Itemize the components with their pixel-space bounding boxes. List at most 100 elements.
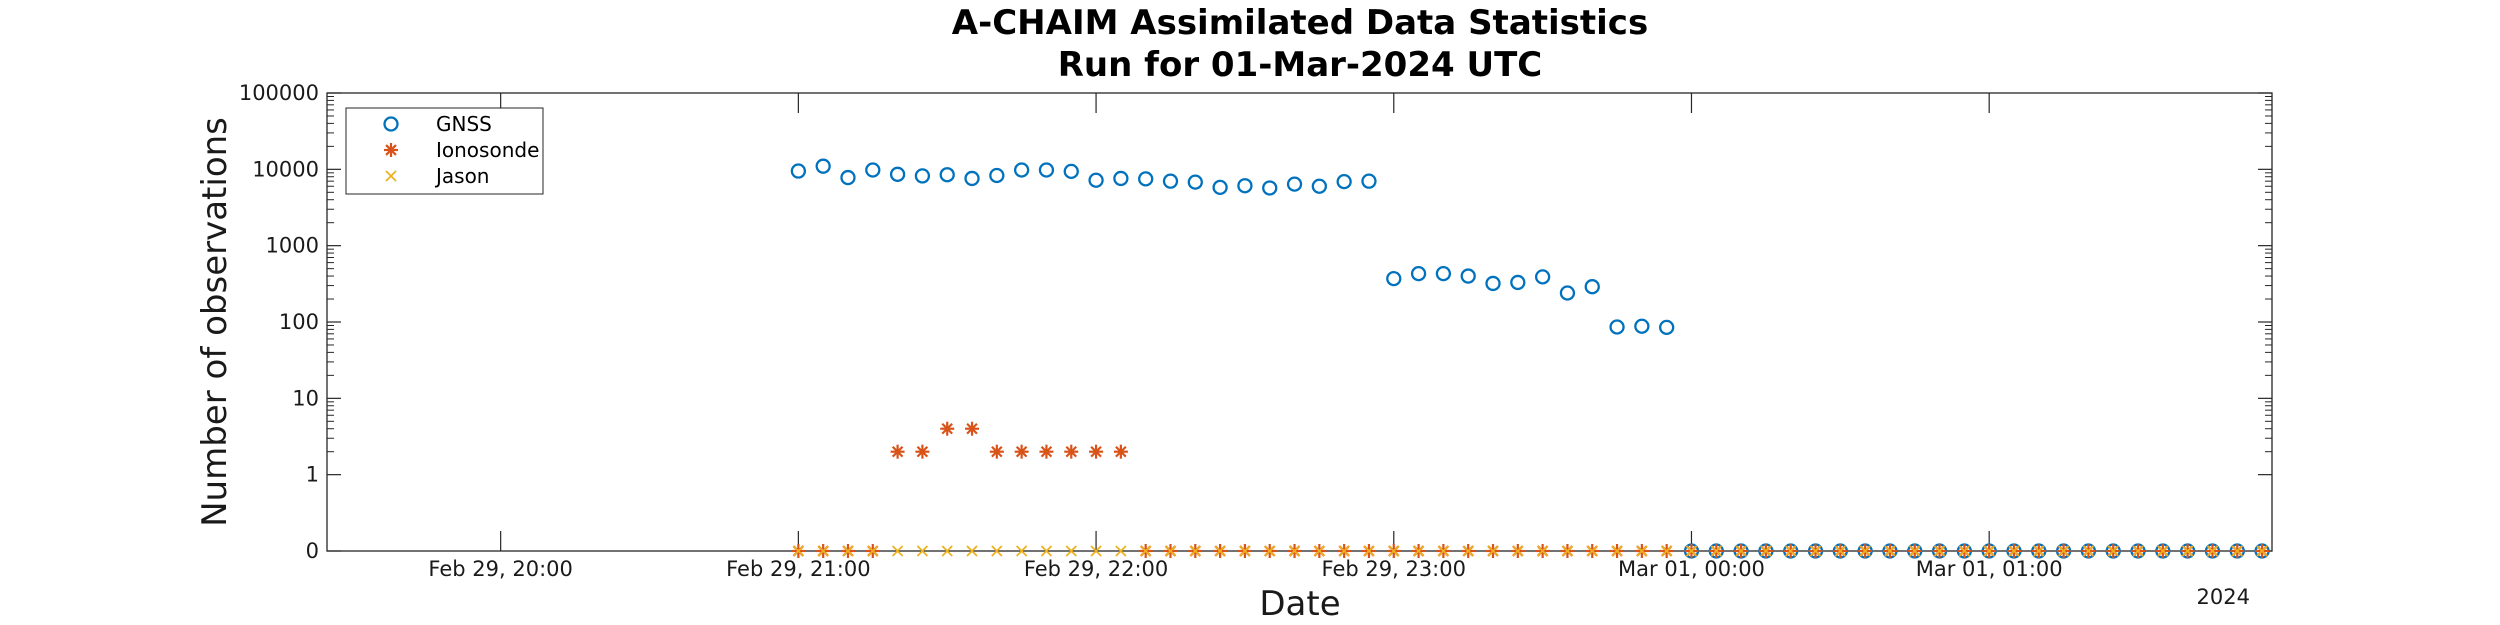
jason-point	[2256, 545, 2268, 557]
jason-point	[1536, 545, 1549, 557]
gnss-point	[1386, 270, 1402, 287]
gnss-point	[815, 158, 831, 174]
ionosonde-point	[989, 444, 1004, 459]
jason-point	[2157, 545, 2169, 557]
gnss-point	[1038, 162, 1055, 178]
jason-point	[2033, 545, 2045, 557]
jason-point	[1090, 545, 1102, 557]
jason-point	[1859, 545, 1871, 557]
plot-area	[326, 92, 2273, 552]
y-tick-label: 100	[279, 310, 319, 334]
legend-label-gnss: GNSS	[436, 112, 492, 136]
jason-point	[1412, 545, 1425, 557]
chart-title-line-1: A-CHAIM Assimilated Data Statistics	[952, 3, 1648, 43]
ionosonde-point	[940, 421, 955, 436]
jason-point	[1214, 545, 1226, 557]
y-tick-label: 1	[306, 463, 319, 487]
axis-ticks	[327, 92, 2272, 552]
jason-point	[1487, 545, 1499, 557]
jason-point	[1561, 545, 1574, 557]
jason-point	[2182, 545, 2194, 557]
gnss-point	[1336, 173, 1352, 190]
gnss-point	[1138, 171, 1154, 187]
ionosonde-point	[1113, 444, 1128, 459]
x-tick-label: Feb 29, 21:00	[726, 557, 870, 581]
x-tick-label: Mar 01, 00:00	[1618, 557, 1765, 581]
data-marks	[790, 158, 2270, 559]
gnss-point	[790, 163, 807, 179]
jason-point	[1363, 545, 1375, 557]
jason-point	[1710, 545, 1722, 557]
jason-point	[2057, 545, 2070, 557]
jason-point	[1239, 545, 1251, 557]
gnss-point	[1262, 180, 1278, 196]
ionosonde-point	[890, 444, 905, 459]
jason-point	[916, 545, 929, 557]
jason-point	[1685, 545, 1698, 557]
jason-point	[1735, 545, 1747, 557]
gnss-point	[1361, 173, 1377, 189]
y-tick-label: 1000	[266, 234, 319, 258]
jason-point	[1909, 545, 1921, 557]
legend-marker-gnss	[383, 116, 399, 132]
gnss-point	[1187, 174, 1203, 190]
jason-point	[1958, 545, 1971, 557]
gnss-point	[865, 162, 881, 178]
x-tick-label: Feb 29, 23:00	[1322, 557, 1466, 581]
x-tick-label: Mar 01, 01:00	[1916, 557, 2063, 581]
jason-point	[1388, 545, 1400, 557]
jason-point	[966, 545, 978, 557]
chart-title-line-2: Run for 01-Mar-2024 UTC	[1058, 45, 1542, 85]
jason-point	[1636, 545, 1648, 557]
jason-point	[2107, 545, 2119, 557]
ionosonde-point	[1089, 444, 1104, 459]
legend-label-jason: Jason	[434, 164, 490, 188]
jason-point	[2008, 545, 2020, 557]
jason-point	[867, 545, 879, 557]
gnss-point	[1435, 265, 1452, 282]
x-axis-year-label: 2024	[2197, 585, 2250, 609]
gnss-point	[1113, 170, 1129, 187]
jason-point	[2206, 545, 2219, 557]
jason-point	[1760, 545, 1772, 557]
jason-point	[1288, 545, 1301, 557]
gnss-point	[889, 166, 906, 182]
x-tick-labels: Feb 29, 20:00 Feb 29, 21:00 Feb 29, 22:00 F…	[428, 557, 2062, 581]
legend-label-ionosonde: Ionosonde	[436, 138, 539, 162]
jason-point	[941, 545, 953, 557]
gnss-point	[1460, 268, 1476, 284]
jason-point	[1809, 545, 1822, 557]
jason-point	[792, 545, 805, 557]
ionosonde-point	[965, 421, 980, 436]
jason-point	[1164, 545, 1177, 557]
gnss-point	[1212, 179, 1228, 196]
jason-point	[1313, 545, 1325, 557]
jason-point	[1065, 545, 1077, 557]
gnss-point	[840, 169, 856, 186]
jason-point	[842, 545, 854, 557]
gnss-point	[1485, 275, 1501, 292]
jason-point	[1611, 545, 1623, 557]
y-tick-label: 100000	[239, 81, 319, 105]
gnss-point	[939, 167, 955, 183]
jason-point	[1933, 545, 1946, 557]
gnss-point	[1237, 178, 1253, 194]
gnss-point	[1063, 163, 1079, 180]
jason-point	[1264, 545, 1276, 557]
y-tick-label: 0	[306, 539, 319, 563]
jason-point	[1586, 545, 1598, 557]
jason-point	[1661, 545, 1673, 557]
x-tick-label: Feb 29, 20:00	[428, 557, 572, 581]
ionosonde-point	[915, 444, 930, 459]
legend-marker-jason	[385, 170, 397, 182]
jason-point	[1983, 545, 1995, 557]
ionosonde-point	[1039, 444, 1054, 459]
jason-point	[2231, 545, 2243, 557]
jason-point	[2082, 545, 2095, 557]
jason-point	[2132, 545, 2144, 557]
legend: GNSS Ionosonde Jason	[345, 107, 544, 195]
jason-point	[1016, 545, 1028, 557]
ionosonde-point	[1064, 444, 1079, 459]
jason-point	[1512, 545, 1524, 557]
